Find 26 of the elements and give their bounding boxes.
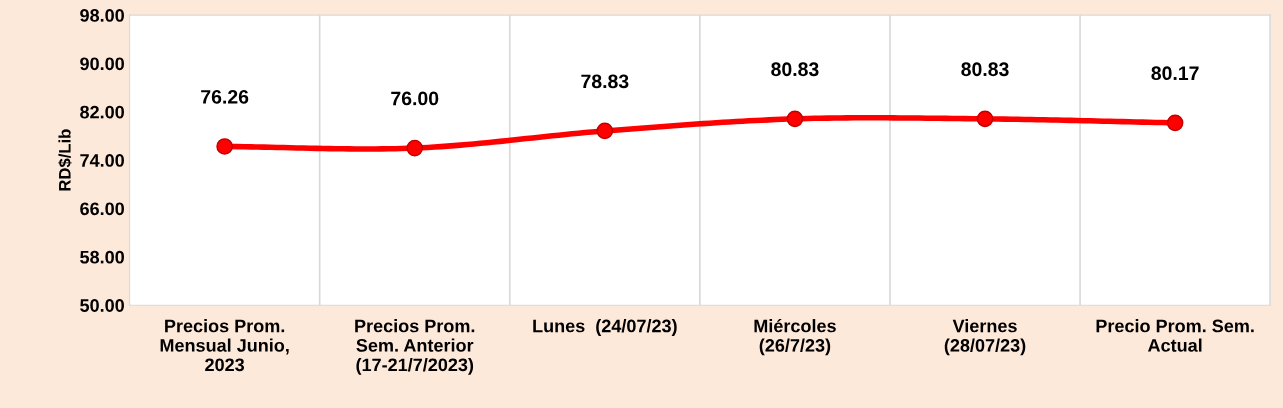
point	[406, 139, 424, 157]
point	[216, 138, 233, 155]
y-tick-label: 82.00	[80, 105, 124, 119]
y-tick-label: 66.00	[80, 202, 124, 216]
data-label: 80.17	[1151, 66, 1199, 81]
y-tick-label: 74.00	[80, 154, 124, 167]
x-tick-label: Miércoles (26/7/23)	[754, 318, 836, 356]
x-tick-label: Lunes (24/07/23)	[533, 319, 677, 336]
data-label: 80.83	[771, 62, 819, 77]
x-tick-label: Precios Prom. Mensual Junio, 2023	[160, 319, 289, 372]
data-label: 76.00	[391, 91, 439, 106]
x-tick-label: Precios Prom. Sem. Anterior (17-21/7/2023)	[355, 319, 475, 375]
point	[1166, 114, 1184, 132]
y-tick-label: 90.00	[80, 57, 124, 71]
y-tick-label: 58.00	[80, 250, 124, 264]
data-label: 76.26	[201, 89, 249, 104]
point	[596, 122, 614, 140]
x-tick-label: Precio Prom. Sem. Actual	[1096, 319, 1254, 352]
data-label: 80.83	[961, 62, 1009, 77]
y-tick-label: 98.00	[80, 9, 124, 22]
point	[976, 110, 994, 128]
point	[786, 110, 804, 128]
data-label: 78.83	[581, 74, 629, 89]
y-axis-title: RD$/Lib	[58, 129, 72, 191]
y-tick-label: 50.00	[80, 299, 124, 312]
x-tick-label: Viernes (28/07/23)	[944, 319, 1026, 356]
